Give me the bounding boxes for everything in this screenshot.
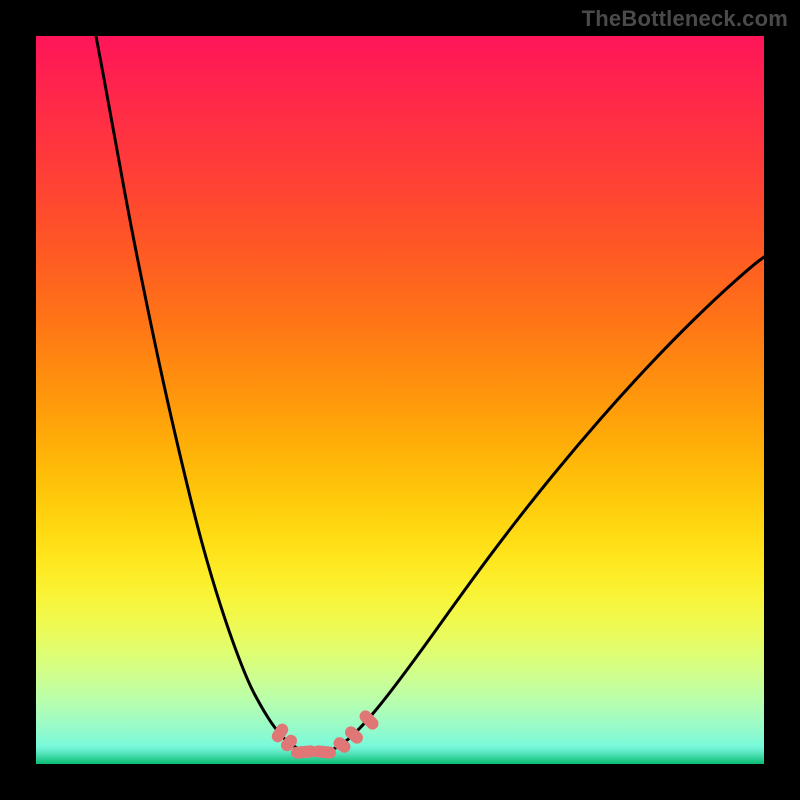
chart-frame: TheBottleneck.com bbox=[0, 0, 800, 800]
curve-path bbox=[96, 36, 764, 752]
bottleneck-curve bbox=[36, 36, 764, 764]
plot-area bbox=[36, 36, 764, 764]
watermark-text: TheBottleneck.com bbox=[582, 6, 788, 32]
highlight-pill bbox=[311, 745, 336, 759]
